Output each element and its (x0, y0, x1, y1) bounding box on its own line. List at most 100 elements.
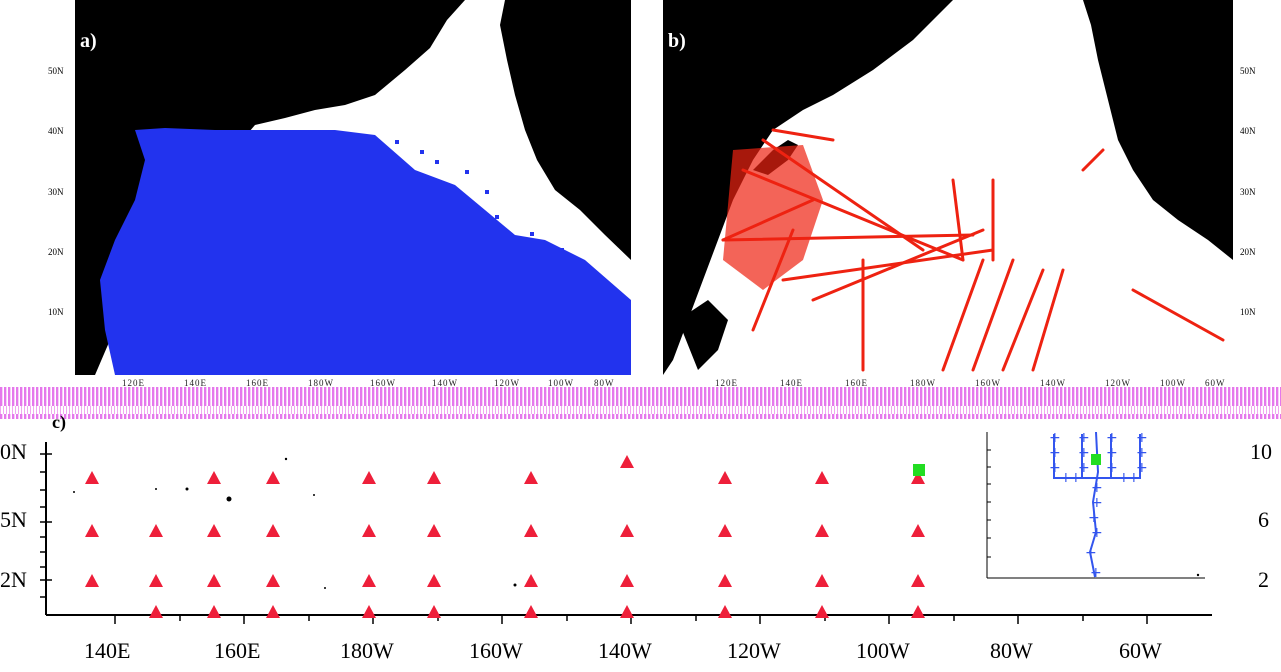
lon-label: 160W (975, 378, 1001, 388)
svg-text:+: + (1078, 445, 1090, 461)
lat-label: 20N (48, 247, 64, 257)
buoy-triangle (85, 524, 99, 537)
buoy-triangle (427, 605, 441, 618)
c-lon-label: 120W (727, 638, 781, 663)
lat-label: 30N (1240, 187, 1256, 197)
lon-label: 140W (432, 378, 458, 388)
lon-label: 180W (910, 378, 936, 388)
asia-land (663, 0, 953, 375)
buoy-triangle (620, 605, 634, 618)
svg-text:+: + (1136, 430, 1148, 446)
buoy-triangle (524, 471, 538, 484)
buoy-triangle (207, 471, 221, 484)
svg-text:+: + (1106, 445, 1118, 461)
inset-green-square (1091, 454, 1101, 465)
buoy-triangle (911, 471, 925, 484)
c-lon-label: 160W (469, 638, 523, 663)
america-land (500, 0, 631, 260)
buoy-triangle (524, 574, 538, 587)
c-lon-label: 100W (856, 638, 910, 663)
buoy-triangle (427, 471, 441, 484)
svg-text:+: + (1091, 525, 1103, 541)
buoy-triangle (815, 605, 829, 618)
buoy-triangle (911, 574, 925, 587)
svg-text:+: + (1090, 565, 1102, 581)
buoy-array (85, 455, 925, 618)
lon-label: 140W (1040, 378, 1066, 388)
svg-text:+: + (1106, 430, 1118, 446)
dense-region-b (723, 145, 823, 290)
lon-label: 160E (246, 378, 269, 388)
lon-label: 120W (494, 378, 520, 388)
selected-green-square (913, 464, 925, 476)
c-lat-label: 5N (0, 507, 27, 532)
buoy-triangle (620, 524, 634, 537)
svg-text:+: + (1136, 460, 1148, 476)
svg-text:+: + (1060, 470, 1072, 486)
inset-plot: +++ +++ +++ +++ +++ +++ +++ + (986, 430, 1205, 581)
buoy-triangle (718, 605, 732, 618)
svg-text:+: + (1091, 495, 1103, 511)
lon-label: 180W (308, 378, 334, 388)
lat-label: 10N (48, 307, 64, 317)
map-a (75, 0, 631, 375)
map-a-svg (75, 0, 631, 375)
svg-text:+: + (1078, 430, 1090, 446)
map-b-svg (663, 0, 1233, 375)
buoy-triangle (362, 574, 376, 587)
lon-label: 140E (184, 378, 207, 388)
panel-c-label: c) (52, 412, 66, 432)
buoy-triangle (266, 574, 280, 587)
buoy-triangle (85, 471, 99, 484)
svg-text:+: + (1049, 460, 1061, 476)
lon-label: 120E (122, 378, 145, 388)
buoy-triangle (815, 471, 829, 484)
c-lon-label: 140W (598, 638, 652, 663)
buoy-triangle (718, 471, 732, 484)
buoy-triangle (85, 574, 99, 587)
svg-text:+: + (1091, 480, 1103, 496)
svg-text:+: + (1049, 445, 1061, 461)
c-lat-label: 2N (0, 567, 27, 592)
svg-text:+: + (1085, 545, 1097, 561)
buoy-triangle (620, 455, 634, 468)
ship-tracks-b (721, 128, 1225, 372)
lon-label: 140E (780, 378, 803, 388)
svg-text:+: + (1049, 430, 1061, 446)
lat-label: 50N (1240, 66, 1256, 76)
buoy-triangle (266, 524, 280, 537)
america-land (1083, 0, 1233, 260)
panel-b-label: b) (668, 30, 686, 52)
buoy-triangle (362, 471, 376, 484)
buoy-triangle (524, 605, 538, 618)
buoy-triangle (911, 605, 925, 618)
lon-label: 100W (1160, 378, 1186, 388)
lon-label: 120W (1105, 378, 1131, 388)
lat-label: 10N (1240, 307, 1256, 317)
lon-label: 60W (1205, 378, 1226, 388)
svg-text:+: + (1128, 470, 1140, 486)
buoy-triangle (718, 524, 732, 537)
islands-land (678, 300, 728, 370)
lon-label: 160E (845, 378, 868, 388)
buoy-triangle (149, 524, 163, 537)
lon-label: 120E (715, 378, 738, 388)
panel-a-label: a) (80, 30, 97, 52)
buoy-triangle (427, 524, 441, 537)
buoy-triangle (718, 574, 732, 587)
svg-text:+: + (1070, 470, 1082, 486)
buoy-triangle (266, 605, 280, 618)
buoy-triangle (207, 524, 221, 537)
buoy-triangle (911, 524, 925, 537)
svg-text:+: + (1088, 510, 1100, 526)
c-lon-label: 60W (1119, 638, 1162, 663)
lon-label: 160W (370, 378, 396, 388)
data-scatter-a (375, 140, 564, 252)
c-lat-label: 10 (1250, 439, 1272, 464)
c-lon-label: 160E (214, 638, 261, 663)
lat-label: 30N (48, 187, 64, 197)
buoy-triangle (815, 524, 829, 537)
c-lon-label: 80W (990, 638, 1033, 663)
buoy-triangle (815, 574, 829, 587)
buoy-triangle (149, 605, 163, 618)
